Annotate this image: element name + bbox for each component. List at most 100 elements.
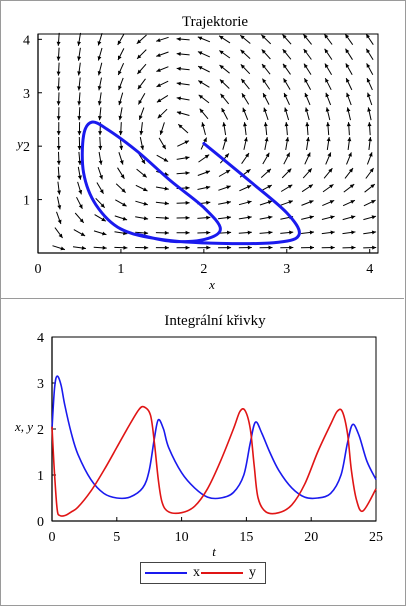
direction-arrow (344, 33, 354, 45)
direction-arrow (136, 49, 147, 60)
integral-y-tick-label: 3 (37, 377, 44, 392)
direction-arrow (219, 153, 230, 164)
direction-arrow (261, 63, 271, 75)
direction-arrow (283, 152, 291, 165)
direction-arrow (114, 245, 128, 250)
direction-arrow (218, 169, 231, 177)
direction-arrow (219, 79, 230, 89)
direction-arrow (346, 122, 351, 136)
direction-arrow (303, 48, 312, 60)
direction-arrow (241, 152, 250, 164)
direction-arrow (219, 64, 230, 74)
direction-arrow (117, 62, 125, 76)
direction-arrow (345, 48, 353, 60)
direction-arrow (262, 152, 270, 165)
direction-arrow (325, 107, 331, 121)
direction-arrow (77, 151, 82, 165)
direction-arrow (56, 211, 62, 225)
phase-y-tick-label: 2 (23, 140, 30, 155)
integral-y-axis-label: x, y (14, 419, 33, 434)
direction-arrow (344, 167, 354, 179)
direction-arrow (367, 107, 372, 121)
direction-arrow (198, 80, 210, 88)
direction-arrow (77, 77, 82, 91)
direction-arrow (282, 34, 292, 45)
direction-arrow (324, 63, 333, 75)
direction-arrow (77, 47, 82, 61)
direction-arrow (97, 32, 103, 46)
direction-arrow (243, 122, 247, 136)
direction-arrow (97, 92, 102, 106)
direction-arrow (197, 185, 211, 190)
direction-arrow (56, 196, 62, 210)
direction-arrow (240, 78, 250, 90)
legend-item-y: y (201, 563, 256, 583)
phase-y-tick-label: 4 (23, 33, 30, 48)
direction-arrow (261, 34, 272, 45)
direction-arrow (242, 107, 249, 120)
direction-arrow (324, 77, 332, 91)
direction-arrow (156, 36, 169, 42)
direction-arrow (54, 227, 64, 239)
direction-arrow (77, 136, 82, 151)
integral-y-tick-label: 4 (37, 331, 44, 346)
phase-x-tick-label: 0 (35, 262, 42, 277)
direction-arrow (365, 33, 374, 45)
integral-plot-box (51, 336, 377, 522)
direction-arrow (73, 229, 86, 237)
direction-arrow (137, 92, 146, 105)
phase-x-tick-label: 2 (200, 262, 207, 277)
direction-arrow (135, 200, 149, 206)
direction-arrow (301, 200, 314, 206)
direction-arrow (198, 94, 210, 104)
integral-y-tick-label: 1 (37, 469, 44, 484)
direction-arrow (155, 230, 169, 235)
direction-arrow (198, 154, 210, 163)
direction-arrow (364, 183, 376, 193)
direction-arrow (302, 168, 313, 179)
direction-arrow (222, 122, 227, 136)
direction-arrow (118, 92, 124, 106)
phase-y-tick-label: 1 (23, 194, 30, 209)
direction-arrow (345, 77, 353, 91)
direction-arrow (117, 48, 125, 61)
direction-arrow (280, 230, 294, 235)
series-line-y (51, 405, 377, 517)
direction-arrow (218, 35, 231, 44)
direction-arrow (305, 122, 310, 136)
direction-arrow (343, 183, 355, 193)
integral-x-tick-label: 25 (369, 530, 383, 545)
direction-arrow (56, 166, 61, 180)
direction-arrow (176, 156, 190, 160)
direction-arrow (239, 185, 252, 192)
integral-curves-lines (51, 375, 377, 517)
direction-arrow (366, 63, 374, 76)
direction-arrow (117, 167, 125, 180)
direction-arrow (280, 245, 294, 250)
direction-arrow (177, 123, 189, 134)
direction-arrow (303, 63, 312, 75)
direction-arrow (238, 200, 252, 206)
direction-arrow (342, 215, 356, 221)
direction-arrow (282, 63, 291, 75)
direction-arrow (218, 200, 232, 205)
direction-arrow (176, 171, 190, 175)
phase-x-tick-label: 1 (117, 262, 124, 277)
direction-arrow (197, 245, 211, 250)
direction-arrow (159, 122, 165, 135)
direction-arrow (135, 231, 149, 235)
direction-arrow (155, 216, 169, 220)
direction-arrow (300, 245, 315, 250)
direction-arrow (176, 37, 190, 42)
direction-arrow (301, 230, 315, 235)
integral-y-tick-label: 2 (37, 423, 44, 438)
direction-arrow (97, 166, 103, 180)
integral-y-tick-label: 0 (37, 515, 44, 530)
phase-y-axis-label: y (15, 136, 23, 151)
direction-arrow (138, 107, 145, 120)
legend-label-y: y (249, 565, 256, 580)
integral-curves-panel: Integrální křivky 0 5 10 15 20 25 0 1 2 3 4 t x, y (14, 313, 383, 559)
direction-arrow (74, 212, 85, 224)
direction-arrow (368, 137, 372, 150)
direction-arrow (197, 51, 211, 58)
